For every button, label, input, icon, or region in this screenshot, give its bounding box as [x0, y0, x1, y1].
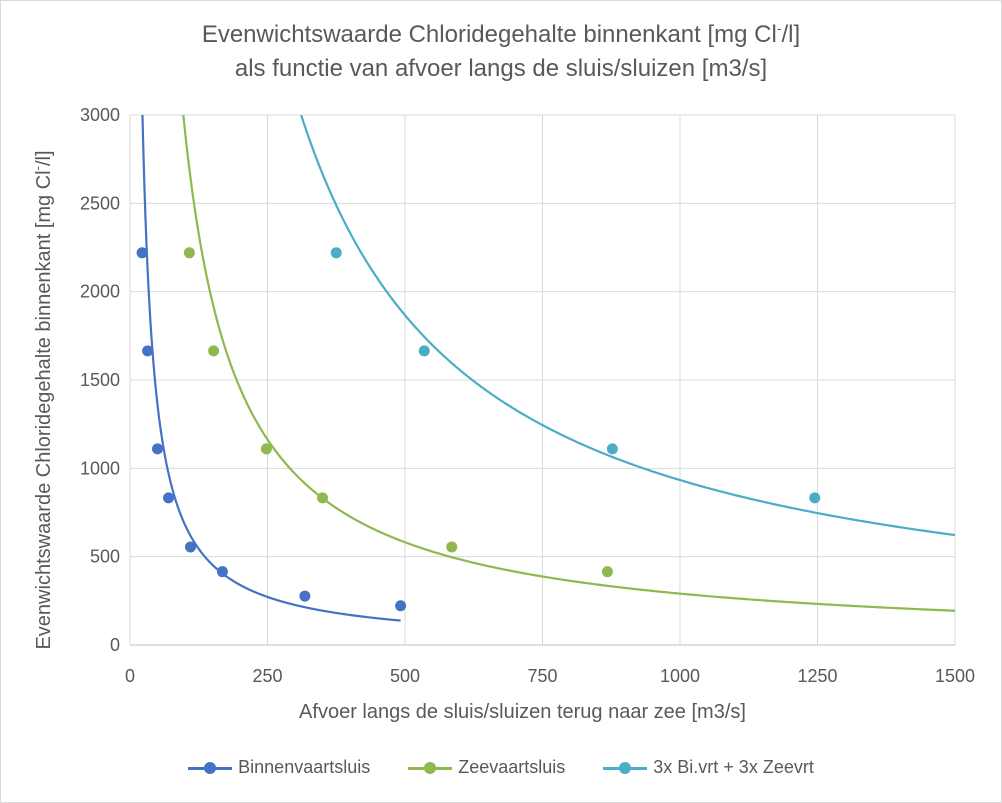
legend: Binnenvaartsluis Zeevaartsluis 3x Bi.vrt…: [0, 757, 1002, 778]
series-line-1: [182, 115, 955, 612]
series-line-0: [141, 115, 401, 622]
x-tick-label: 1500: [935, 666, 975, 686]
data-point-series-0: [136, 247, 148, 259]
data-point-series-2: [330, 247, 342, 259]
x-tick-label: 500: [390, 666, 420, 686]
legend-swatch-combined: [603, 761, 648, 775]
y-tick-label: 2500: [80, 193, 120, 213]
data-point-series-0: [142, 345, 154, 357]
data-point-series-0: [395, 600, 407, 612]
data-point-series-0: [163, 492, 174, 504]
data-point-series-1: [317, 492, 328, 504]
x-axis-label: Afvoer langs de sluis/sluizen terug naar…: [299, 701, 746, 723]
data-point-series-2: [418, 345, 430, 357]
legend-label-combined: 3x Bi.vrt + 3x Zeevrt: [653, 757, 814, 777]
data-point-series-1: [183, 247, 195, 259]
y-tick-label: 3000: [80, 105, 120, 125]
legend-label-zeevaartsluis: Zeevaartsluis: [458, 757, 566, 777]
data-point-series-0: [152, 443, 163, 455]
data-point-series-1: [446, 541, 458, 553]
y-tick-label: 1000: [80, 458, 120, 478]
data-point-series-0: [299, 590, 311, 602]
legend-swatch-zeevaartsluis: [408, 761, 453, 775]
x-tick-label: 250: [252, 666, 282, 686]
legend-label-binnenvaartsluis: Binnenvaartsluis: [238, 757, 371, 777]
chart-title-line-1: Evenwichtswaarde Chloridegehalte binnenk…: [201, 20, 801, 48]
y-tick-label: 500: [90, 547, 120, 567]
y-axis-label: Evenwichtswaarde Chloridegehalte binnenk…: [30, 150, 55, 649]
legend-item-zeevaartsluis[interactable]: Zeevaartsluis: [408, 757, 565, 778]
data-point-series-1: [260, 443, 272, 455]
x-tick-label: 1250: [797, 666, 837, 686]
legend-swatch-binnenvaartsluis: [188, 761, 233, 775]
data-point-series-0: [185, 541, 196, 553]
data-point-series-2: [809, 492, 821, 504]
legend-item-combined[interactable]: 3x Bi.vrt + 3x Zeevrt: [603, 757, 814, 778]
series-line-2: [300, 115, 955, 537]
x-tick-label: 1000: [660, 666, 700, 686]
x-tick-label: 0: [125, 666, 135, 686]
y-tick-label: 2000: [80, 282, 120, 302]
data-point-series-2: [606, 443, 618, 455]
x-tick-label: 750: [527, 666, 557, 686]
legend-item-binnenvaartsluis[interactable]: Binnenvaartsluis: [188, 757, 370, 778]
data-point-series-0: [216, 566, 228, 578]
data-point-series-1: [208, 345, 220, 357]
y-tick-label: 0: [110, 635, 120, 655]
y-tick-label: 1500: [80, 370, 120, 390]
chart-title-line-2: als functie van afvoer langs de sluis/sl…: [234, 55, 768, 82]
data-point-series-1: [601, 566, 613, 578]
